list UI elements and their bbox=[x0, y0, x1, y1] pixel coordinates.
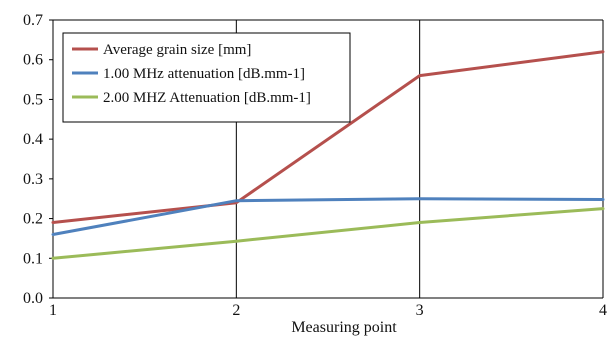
y-tick-label: 0.5 bbox=[23, 91, 43, 108]
x-tick-label: 1 bbox=[49, 302, 57, 319]
series-line-1 bbox=[51, 50, 605, 224]
x-tick-label: 3 bbox=[416, 302, 424, 319]
x-tick-label: 4 bbox=[599, 302, 607, 319]
axes bbox=[49, 19, 603, 299]
y-tick-label: 0.4 bbox=[23, 131, 43, 148]
legend-label: 2.00 MHZ Attenuation [dB.mm-1] bbox=[103, 90, 311, 106]
x-axis-title: Measuring point bbox=[291, 319, 397, 336]
series-line-3 bbox=[51, 207, 605, 260]
x-tick-label: 2 bbox=[232, 302, 240, 319]
legend: Average grain size [mm] 1.00 MHz attenuat… bbox=[62, 32, 351, 123]
legend-item: 2.00 MHZ Attenuation [dB.mm-1] bbox=[72, 90, 311, 106]
series bbox=[51, 50, 605, 260]
legend-item: Average grain size [mm] bbox=[72, 42, 251, 58]
y-tick-label: 0.7 bbox=[23, 12, 43, 29]
tick-labels: 0.0 0.1 0.2 0.3 0.4 0.5 0.6 0.7 1 2 3 4 bbox=[23, 12, 607, 319]
legend-box bbox=[62, 32, 351, 123]
legend-label: Average grain size [mm] bbox=[103, 42, 251, 58]
y-tick-label: 0.1 bbox=[23, 250, 43, 267]
y-tick-label: 0.0 bbox=[23, 290, 43, 307]
y-tick-label: 0.6 bbox=[23, 52, 43, 69]
series-line-2 bbox=[51, 197, 605, 236]
y-tick-label: 0.2 bbox=[23, 211, 43, 228]
legend-label: 1.00 MHz attenuation [dB.mm-1] bbox=[103, 66, 305, 82]
legend-items: Average grain size [mm] 1.00 MHz attenuat… bbox=[72, 42, 311, 106]
y-tick-label: 0.3 bbox=[23, 171, 43, 188]
legend-item: 1.00 MHz attenuation [dB.mm-1] bbox=[72, 66, 305, 82]
